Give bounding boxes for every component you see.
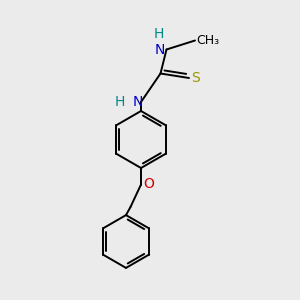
Text: O: O xyxy=(143,178,154,191)
Text: N: N xyxy=(132,95,142,109)
Text: H: H xyxy=(154,27,164,41)
Text: H: H xyxy=(114,95,124,109)
Text: N: N xyxy=(154,43,165,56)
Text: CH₃: CH₃ xyxy=(196,34,220,47)
Text: S: S xyxy=(191,71,200,85)
